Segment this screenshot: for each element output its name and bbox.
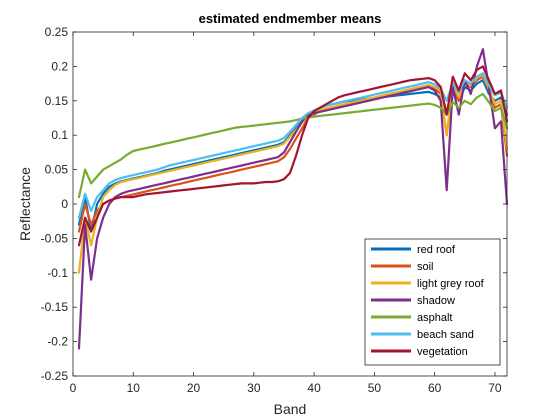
x-tick-label: 50 [368, 381, 382, 395]
y-tick-label: 0.15 [45, 94, 69, 108]
legend-label: asphalt [417, 312, 452, 324]
y-tick-label: 0.25 [45, 25, 69, 39]
x-tick-label: 70 [488, 381, 502, 395]
legend-label: vegetation [417, 346, 468, 358]
series-line-soil [77, 75, 509, 233]
series-line-beach-sand [77, 72, 509, 219]
y-tick-label: -0.05 [41, 231, 69, 245]
legend: red roof soil light grey roof shadow asphalt… [364, 238, 501, 366]
x-tick-label: 30 [247, 381, 261, 395]
legend-label: shadow [417, 295, 455, 307]
legend-label: light grey roof [417, 278, 485, 290]
y-tick-label: -0.15 [41, 300, 69, 314]
legend-label: red roof [417, 244, 456, 256]
legend-box [364, 238, 501, 366]
y-axis-label: Reflectance [17, 167, 33, 241]
y-tick-label: 0 [61, 197, 68, 211]
series-layer [77, 48, 509, 350]
x-tick-label: 10 [127, 381, 141, 395]
x-tick-label: 20 [187, 381, 201, 395]
series-line-vegetation [77, 65, 509, 247]
chart-title: estimated endmember means [199, 11, 382, 26]
y-tick-label: 0.05 [45, 163, 69, 177]
series-line-shadow [77, 48, 509, 350]
y-axis: -0.25 -0.2 -0.15 -0.1 -0.05 0 0.05 0.1 0.15 0.2 0.… [41, 25, 507, 383]
x-axis: 0 10 20 30 40 50 60 70 [70, 32, 502, 395]
y-tick-label: -0.1 [47, 266, 68, 280]
legend-label: soil [417, 261, 434, 273]
x-tick-label: 0 [70, 381, 77, 395]
x-axis-label: Band [274, 401, 307, 417]
series-line-asphalt [77, 92, 509, 199]
y-tick-label: 0.1 [51, 128, 68, 142]
y-tick-label: -0.25 [41, 369, 69, 383]
x-tick-label: 60 [428, 381, 442, 395]
y-tick-label: -0.2 [47, 335, 68, 349]
x-tick-label: 40 [307, 381, 321, 395]
y-tick-label: 0.2 [51, 59, 68, 73]
legend-label: beach sand [417, 329, 474, 341]
series-line-light-grey-roof [77, 73, 509, 274]
